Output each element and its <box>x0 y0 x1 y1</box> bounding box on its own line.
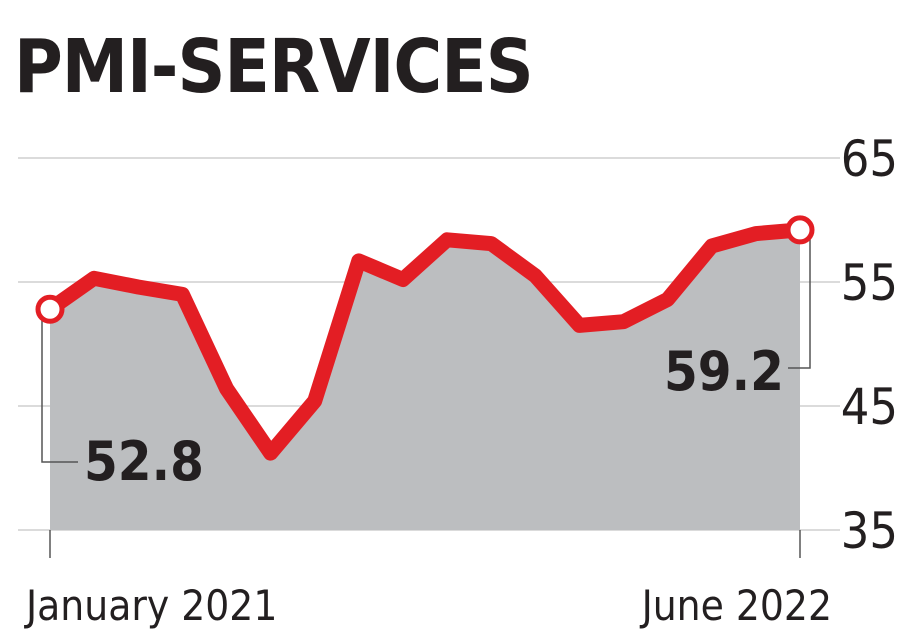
y-axis-ticks: 35 45 55 65 <box>841 130 898 560</box>
y-tick-label: 45 <box>841 378 898 436</box>
x-tick-label-start: January 2021 <box>24 581 277 630</box>
y-tick-label: 55 <box>841 254 898 312</box>
chart-title: PMI-SERVICES <box>14 24 533 110</box>
x-tick-label-end: June 2022 <box>640 581 832 630</box>
series-line <box>42 222 808 461</box>
point-first <box>35 294 65 324</box>
annotation-leader <box>788 229 811 369</box>
annotation-leaders <box>41 229 811 558</box>
point-last <box>785 215 815 245</box>
y-tick-label: 35 <box>841 502 898 560</box>
annotation-leader <box>41 309 78 463</box>
y-tick-label: 65 <box>841 130 898 188</box>
series-points <box>35 215 815 324</box>
area-fill <box>50 229 800 530</box>
data-label-first: 52.8 <box>84 430 204 493</box>
data-label-last: 59.2 <box>664 340 784 403</box>
